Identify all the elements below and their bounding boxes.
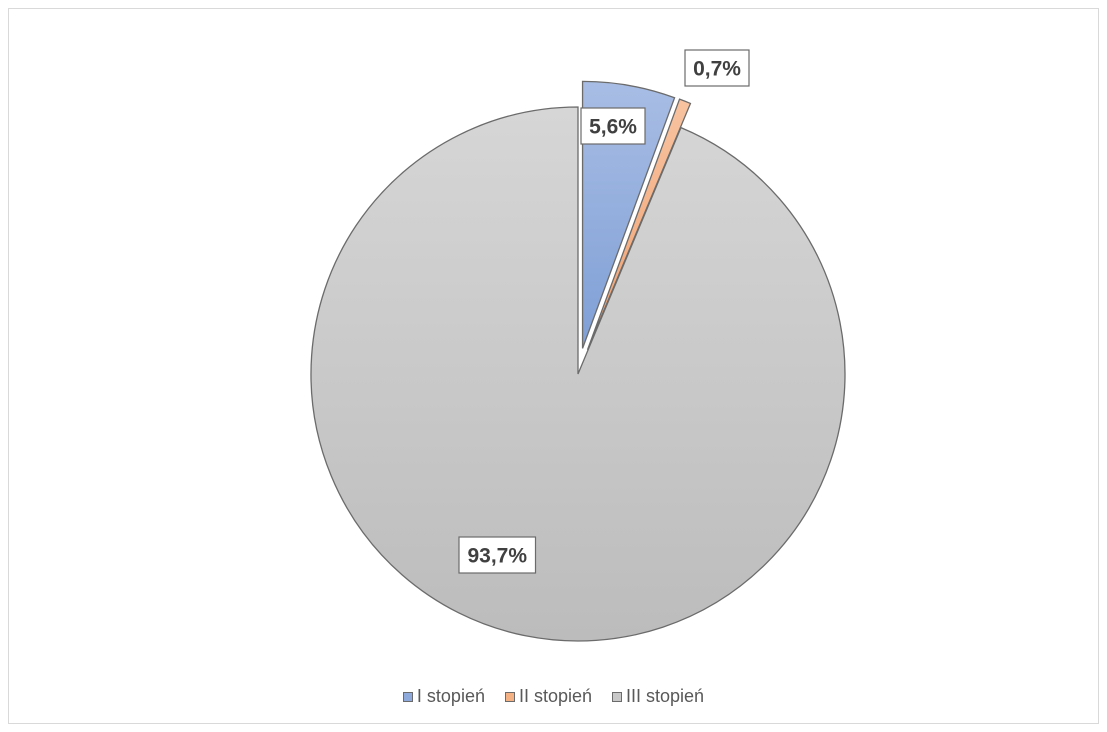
- data-label-i-stopien: 5,6%: [580, 107, 646, 145]
- legend-label-iii-stopien: III stopień: [626, 686, 705, 706]
- legend-item-i-stopien: I stopień: [402, 686, 485, 707]
- svg-text:0,7%: 0,7%: [693, 58, 741, 81]
- legend-item-iii-stopien: III stopień: [612, 686, 704, 707]
- legend-swatch-i-stopien: [402, 691, 413, 702]
- data-label-ii-stopien: 0,7%: [684, 49, 750, 87]
- slice-ii-stopien: [586, 98, 692, 351]
- legend-swatch-ii-stopien: [504, 691, 515, 702]
- data-label-iii-stopien: 93,7%: [458, 536, 537, 574]
- svg-text:5,6%: 5,6%: [589, 116, 637, 139]
- legend: I stopień II stopień III stopień: [0, 686, 1107, 707]
- svg-text:93,7%: 93,7%: [467, 545, 527, 568]
- legend-item-ii-stopien: II stopień: [504, 686, 593, 707]
- data-labels-layer: 5,6% 0,7% 93,7%: [458, 49, 750, 574]
- slices-layer: [310, 80, 846, 642]
- slice-i-stopien: [581, 80, 676, 349]
- legend-label-i-stopien: I stopień: [416, 686, 485, 706]
- legend-swatch-iii-stopien: [612, 691, 623, 702]
- slice-iii-stopien: [310, 106, 846, 642]
- legend-label-ii-stopien: II stopień: [518, 686, 593, 706]
